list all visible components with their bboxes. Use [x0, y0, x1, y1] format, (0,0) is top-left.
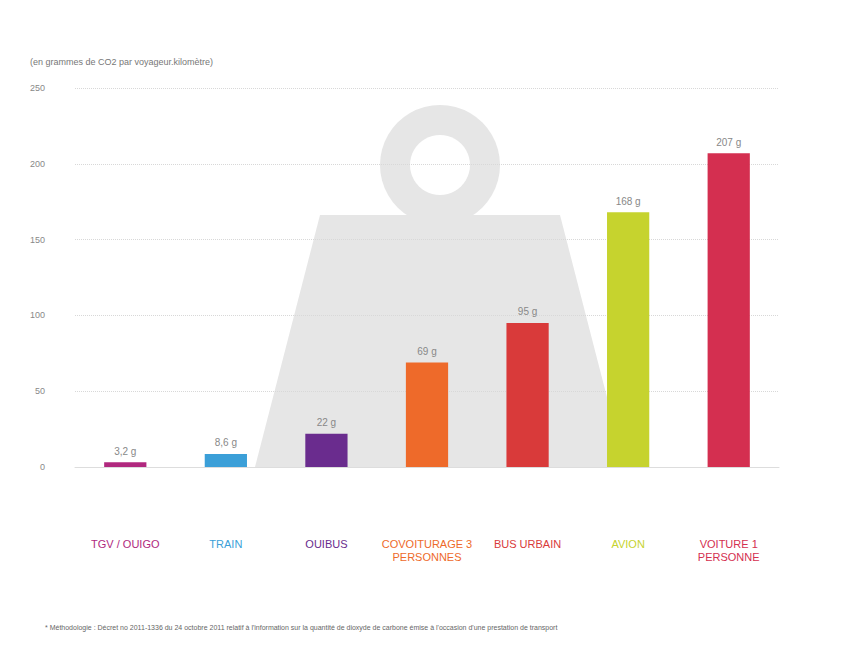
svg-text:150: 150	[30, 235, 45, 245]
svg-text:AVION: AVION	[611, 538, 644, 550]
svg-text:0: 0	[40, 462, 45, 472]
svg-text:8,6 g: 8,6 g	[215, 437, 237, 448]
svg-text:95 g: 95 g	[518, 306, 537, 317]
svg-text:TRAIN: TRAIN	[209, 538, 242, 550]
svg-text:OUIBUS: OUIBUS	[305, 538, 347, 550]
svg-text:168 g: 168 g	[616, 196, 641, 207]
svg-text:100: 100	[30, 310, 45, 320]
svg-text:3,2 g: 3,2 g	[114, 446, 136, 457]
svg-text:200: 200	[30, 159, 45, 169]
svg-text:69 g: 69 g	[417, 346, 436, 357]
svg-text:TGV / OUIGO: TGV / OUIGO	[91, 538, 160, 550]
svg-text:50: 50	[35, 386, 45, 396]
svg-text:22 g: 22 g	[317, 417, 336, 428]
svg-text:BUS URBAIN: BUS URBAIN	[494, 538, 561, 550]
svg-text:207 g: 207 g	[716, 137, 741, 148]
svg-text:* Méthodologie : Décret no 201: * Méthodologie : Décret no 2011-1336 du …	[45, 624, 557, 632]
svg-text:PERSONNE: PERSONNE	[698, 551, 760, 563]
svg-text:COVOITURAGE 3: COVOITURAGE 3	[382, 538, 472, 550]
svg-text:PERSONNES: PERSONNES	[392, 551, 461, 563]
svg-text:(en grammes de CO2 par voyageu: (en grammes de CO2 par voyageur.kilomètr…	[30, 57, 213, 67]
svg-text:VOITURE 1: VOITURE 1	[700, 538, 758, 550]
svg-text:250: 250	[30, 83, 45, 93]
